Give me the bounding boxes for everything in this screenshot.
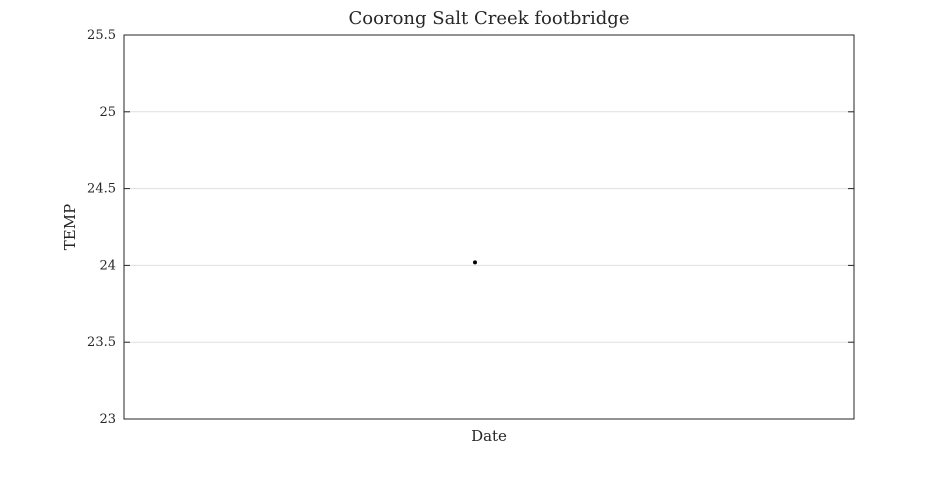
chart-title: Coorong Salt Creek footbridge (349, 8, 630, 29)
x-axis-label: Date (471, 427, 507, 445)
data-points (473, 260, 477, 265)
y-tick-label: 25 (99, 105, 116, 120)
data-point (473, 260, 477, 265)
y-tick-label: 23 (99, 412, 116, 427)
y-tick-label: 25.5 (87, 28, 116, 43)
plot-frame (123, 34, 855, 420)
grid-lines (124, 111, 854, 343)
y-tick-label: 23.5 (87, 335, 116, 350)
y-tick-label: 24 (99, 258, 116, 273)
y-tick-label: 24.5 (87, 182, 116, 197)
y-axis-label: TEMP (61, 204, 79, 250)
plot-background (124, 35, 854, 419)
